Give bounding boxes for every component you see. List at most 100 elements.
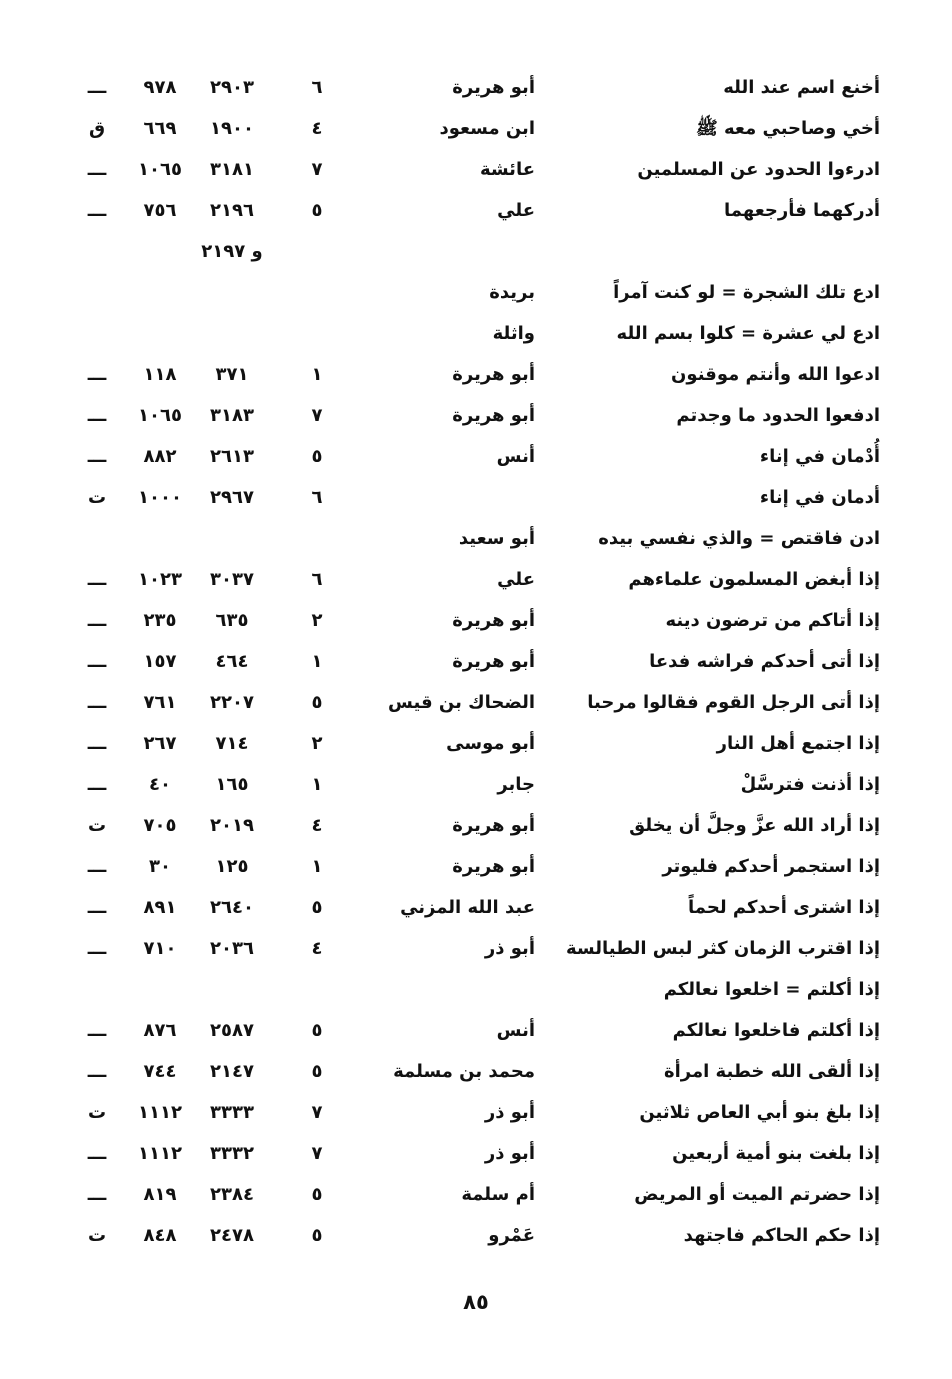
hadith-phrase: ادعوا الله وأنتم موقنون [671, 364, 880, 385]
hadith-number: ٣٣٣٢ [210, 1143, 254, 1164]
table-row: ادع تلك الشجرة = لو كنت آمراً بريدة [0, 273, 952, 314]
table-row: أخنع اسم عند الله أبو هريرة ٦ ٢٩٠٣ ٩٧٨ ـــ [0, 68, 952, 109]
table-row: ادرءوا الحدود عن المسلمين عائشة ٧ ٣١٨١ ١٠٦٥ ـ… [0, 150, 952, 191]
table-row: إذا أبغض المسلمون علماءهم علي ٦ ٣٠٣٧ ١٠٢٣ ـــ [0, 560, 952, 601]
volume-number: ٧ [311, 1102, 323, 1123]
volume-number: ٤ [311, 938, 323, 959]
hadith-phrase: أدركهما فأرجعهما [724, 200, 880, 221]
table-row: أدمان في إناء ٦ ٢٩٦٧ ١٠٠٠ ت [0, 478, 952, 519]
volume-number: ٧ [311, 159, 323, 180]
table-row: إذا بلغت بنو أمية أربعين أبو ذر ٧ ٣٣٣٢ ١١١٢ ـ… [0, 1134, 952, 1175]
volume-number: ٤ [311, 815, 323, 836]
volume-number: ٥ [311, 446, 323, 467]
page-ref: ١٠٦٥ [138, 405, 182, 426]
source-mark: ـــ [87, 405, 107, 426]
hadith-phrase: ادع لي عشرة = كلوا بسم الله [616, 323, 880, 344]
hadith-phrase: إذا حضرتم الميت أو المريض [634, 1184, 880, 1205]
volume-number: ١ [311, 651, 323, 672]
hadith-number: ٧١٤ [215, 733, 249, 754]
source-mark: ت [87, 1102, 107, 1123]
volume-number: ٦ [311, 569, 323, 590]
volume-number: ٥ [311, 692, 323, 713]
source-mark: ـــ [87, 200, 107, 221]
hadith-number: ٦٣٥ [215, 610, 249, 631]
hadith-number: ٣١٨٣ [210, 405, 254, 426]
page-ref: ٧٤٤ [143, 1061, 177, 1082]
source-mark: ت [87, 487, 107, 508]
hadith-number: ٢٢٠٧ [210, 692, 254, 713]
volume-number: ٥ [311, 200, 323, 221]
hadith-number: ٢٩٦٧ [210, 487, 254, 508]
hadith-phrase: ادرءوا الحدود عن المسلمين [637, 159, 880, 180]
volume-number: ٧ [311, 1143, 323, 1164]
narrator: أبو ذر [484, 1143, 535, 1164]
narrator: أبو موسى [446, 733, 535, 754]
volume-number: ٥ [311, 1225, 323, 1246]
table-row: ادن فاقتص = والذي نفسي بيده أبو سعيد [0, 519, 952, 560]
source-mark: ـــ [87, 733, 107, 754]
page-number: ٨٥ [463, 1290, 489, 1314]
hadith-phrase: إذا أكلتم فاخلعوا نعالكم [672, 1020, 880, 1041]
narrator: أنس [496, 1020, 535, 1041]
narrator: أبو هريرة [452, 405, 535, 426]
table-row: إذا أتى أحدكم فراشه فدعا أبو هريرة ١ ٤٦٤ ١٥٧… [0, 642, 952, 683]
volume-number: ٥ [311, 1020, 323, 1041]
hadith-number: ٣١٨١ [210, 159, 254, 180]
narrator: أبو ذر [484, 938, 535, 959]
hadith-phrase: إذا ألقى الله خطبة امرأة [663, 1061, 880, 1082]
page-ref: ٧٦١ [143, 692, 177, 713]
table-row: إذا أتى الرجل القوم فقالوا مرحبا الضحاك ب… [0, 683, 952, 724]
source-mark: ـــ [87, 159, 107, 180]
page-ref: ١١١٢ [138, 1102, 182, 1123]
index-table: أخنع اسم عند الله أبو هريرة ٦ ٢٩٠٣ ٩٧٨ ـــ أخي… [0, 68, 952, 1257]
table-row: إذا استجمر أحدكم فليوتر أبو هريرة ١ ١٢٥ ٣٠ ــ… [0, 847, 952, 888]
page-ref: ١٥٧ [143, 651, 177, 672]
hadith-number: ٢٦٤٠ [210, 897, 254, 918]
narrator: علي [497, 569, 535, 590]
source-mark: ت [87, 815, 107, 836]
source-mark: ـــ [87, 77, 107, 98]
page-ref: ٧٠٥ [143, 815, 177, 836]
source-mark: ـــ [87, 569, 107, 590]
source-mark: ـــ [87, 897, 107, 918]
hadith-number: ١٦٥ [215, 774, 249, 795]
hadith-phrase: إذا أبغض المسلمون علماءهم [628, 569, 880, 590]
source-mark: ـــ [87, 610, 107, 631]
source-mark: ـــ [87, 651, 107, 672]
hadith-phrase: إذا أذنت فترسَّلْ [740, 774, 880, 795]
page-ref: ٨٤٨ [143, 1225, 177, 1246]
page-ref: ٧٥٦ [143, 200, 177, 221]
narrator: أبو سعيد [458, 528, 535, 549]
narrator: أبو ذر [484, 1102, 535, 1123]
page-ref: ١١١٢ [138, 1143, 182, 1164]
hadith-phrase: ادن فاقتص = والذي نفسي بيده [598, 528, 880, 549]
page-ref: ٢٦٧ [143, 733, 177, 754]
table-row: ادعوا الله وأنتم موقنون أبو هريرة ١ ٣٧١ ١١٨ ـ… [0, 355, 952, 396]
hadith-number: ٢٦١٣ [210, 446, 254, 467]
hadith-number: ٢١٩٦ [210, 200, 254, 221]
page-ref: ٨٩١ [143, 897, 177, 918]
narrator: عائشة [479, 159, 535, 180]
hadith-number: ١٢٥ [215, 856, 249, 877]
narrator: أبو هريرة [452, 815, 535, 836]
hadith-number: ٣٣٣٣ [210, 1102, 254, 1123]
table-row: إذا اقترب الزمان كثر لبس الطيالسة أبو ذر ٤… [0, 929, 952, 970]
narrator: عبد الله المزني [400, 897, 535, 918]
volume-number: ٦ [311, 77, 323, 98]
page-ref: ١٠٠٠ [138, 487, 182, 508]
source-mark: ـــ [87, 938, 107, 959]
hadith-number: ٢٥٨٧ [210, 1020, 254, 1041]
table-row: إذا اجتمع أهل النار أبو موسى ٢ ٧١٤ ٢٦٧ ـــ [0, 724, 952, 765]
table-row: إذا بلغ بنو أبي العاص ثلاثين أبو ذر ٧ ٣٣٣٣ ١… [0, 1093, 952, 1134]
hadith-number: ٢١٤٧ [210, 1061, 254, 1082]
hadith-phrase: أدمان في إناء [759, 487, 880, 508]
hadith-phrase: إذا أتى الرجل القوم فقالوا مرحبا [587, 692, 880, 713]
source-mark: ـــ [87, 1061, 107, 1082]
source-mark: ـــ [87, 364, 107, 385]
volume-number: ١ [311, 364, 323, 385]
page-ref: ٤٠ [149, 774, 171, 795]
narrator: الضحاك بن قيس [388, 692, 535, 713]
narrator: أنس [496, 446, 535, 467]
hadith-phrase: إذا اشترى أحدكم لحماً [688, 897, 880, 918]
hadith-phrase: إذا استجمر أحدكم فليوتر [662, 856, 880, 877]
